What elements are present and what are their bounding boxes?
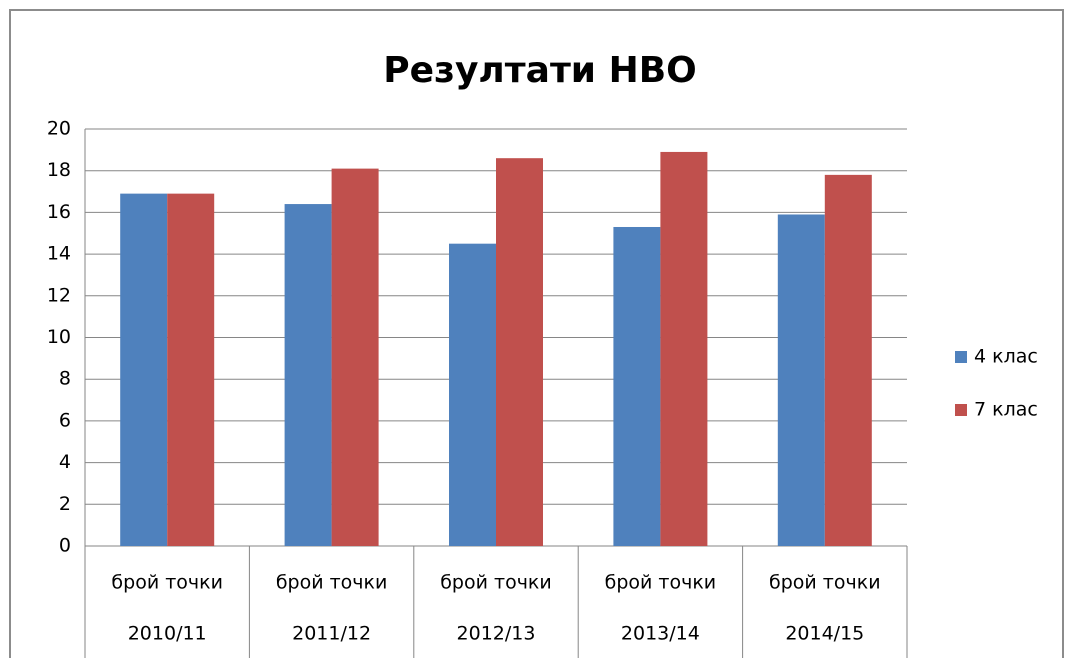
bar [449,243,496,547]
x-group-label: 2012/13 [457,623,536,645]
x-group-label: 2010/11 [128,623,207,645]
legend-label: 7 клас [974,399,1038,421]
legend-swatch [955,404,967,416]
y-tick-label: 12 [47,284,71,306]
legend-swatch [955,351,967,363]
y-tick-label: 20 [47,118,71,140]
y-tick-label: 10 [47,326,71,348]
bar [167,193,215,546]
bar [120,193,168,546]
x-tick-label: брой точки [111,572,223,594]
y-tick-label: 4 [59,451,71,473]
bar [613,226,661,546]
x-group-label: 2011/12 [292,623,371,645]
bar [777,214,825,547]
x-tick-label: брой точки [440,572,552,594]
x-tick-label: брой точки [769,572,881,594]
y-tick-label: 8 [59,368,71,390]
y-tick-label: 14 [47,243,71,265]
x-tick-label: брой точки [276,572,388,594]
x-group-label: 2013/14 [621,623,700,645]
legend-label: 4 клас [974,346,1038,368]
y-tick-label: 6 [59,409,71,431]
y-tick-label: 16 [47,201,71,223]
y-tick-label: 2 [59,493,71,515]
bar [660,151,708,546]
x-group-label: 2014/15 [785,623,864,645]
x-tick-label: брой точки [605,572,717,594]
bar [496,158,543,546]
y-tick-label: 0 [59,535,71,557]
bar [284,204,332,546]
chart-title: Резултати НВО [383,50,697,91]
bar [824,174,872,546]
y-tick-label: 18 [47,159,71,181]
bar [331,168,379,547]
